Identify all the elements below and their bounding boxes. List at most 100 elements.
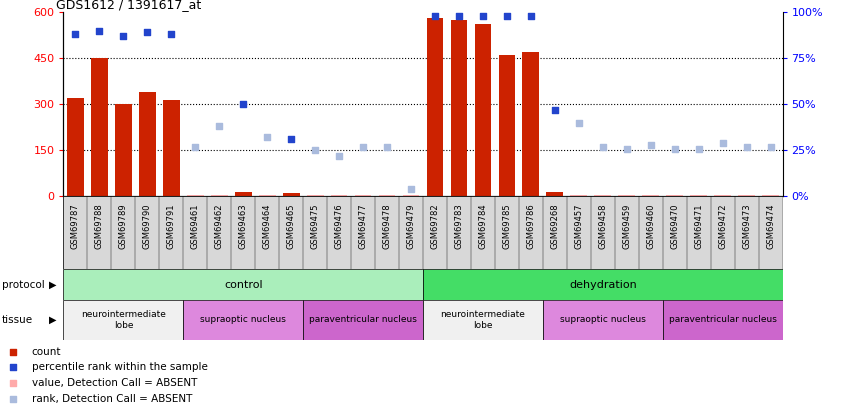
Bar: [379, 195, 395, 196]
Bar: [570, 195, 587, 196]
Text: supraoptic nucleus: supraoptic nucleus: [201, 315, 286, 324]
Point: [6, 364, 19, 371]
Point: [548, 107, 562, 113]
Text: value, Detection Call = ABSENT: value, Detection Call = ABSENT: [31, 378, 197, 388]
Point: [236, 101, 250, 108]
Text: GSM69787: GSM69787: [71, 204, 80, 249]
Point: [692, 145, 706, 152]
Text: supraoptic nucleus: supraoptic nucleus: [560, 315, 645, 324]
Bar: [618, 195, 635, 196]
Bar: [426, 18, 443, 196]
Point: [500, 13, 514, 19]
Bar: [331, 195, 348, 196]
Point: [140, 29, 154, 36]
Bar: [63, 269, 423, 300]
Bar: [714, 195, 731, 196]
Bar: [595, 195, 611, 196]
Point: [596, 143, 609, 150]
Text: neurointermediate
lobe: neurointermediate lobe: [81, 310, 166, 330]
Bar: [67, 98, 84, 196]
Point: [308, 147, 321, 153]
Text: GSM69463: GSM69463: [239, 204, 248, 249]
Text: GSM69465: GSM69465: [287, 204, 295, 249]
Text: ▶: ▶: [49, 315, 57, 325]
Text: GSM69785: GSM69785: [503, 204, 511, 249]
Text: GSM69789: GSM69789: [119, 204, 128, 249]
Bar: [523, 52, 539, 196]
Bar: [235, 192, 251, 196]
Point: [212, 123, 226, 130]
Bar: [211, 195, 228, 196]
Point: [189, 143, 202, 150]
Point: [572, 119, 585, 126]
Text: GSM69471: GSM69471: [695, 204, 703, 249]
Bar: [283, 193, 299, 196]
Bar: [498, 55, 515, 196]
Text: tissue: tissue: [2, 315, 33, 325]
Point: [476, 13, 490, 19]
Bar: [543, 300, 662, 340]
Bar: [307, 195, 323, 196]
Bar: [115, 104, 132, 196]
Text: GSM69479: GSM69479: [407, 204, 415, 249]
Point: [6, 349, 19, 355]
Point: [164, 31, 178, 38]
Text: rank, Detection Call = ABSENT: rank, Detection Call = ABSENT: [31, 394, 192, 403]
Point: [284, 136, 298, 143]
Bar: [259, 195, 276, 196]
Bar: [187, 195, 204, 196]
Point: [428, 13, 442, 19]
Text: GSM69474: GSM69474: [766, 204, 775, 249]
Bar: [63, 300, 184, 340]
Text: GSM69476: GSM69476: [335, 204, 343, 249]
Point: [117, 33, 130, 39]
Bar: [690, 195, 707, 196]
Text: GSM69470: GSM69470: [670, 204, 679, 249]
Text: GSM69478: GSM69478: [382, 204, 392, 249]
Text: GSM69782: GSM69782: [431, 204, 439, 249]
Text: protocol: protocol: [2, 279, 45, 290]
Text: GSM69462: GSM69462: [215, 204, 223, 249]
Bar: [762, 195, 779, 196]
Bar: [184, 300, 303, 340]
Bar: [354, 195, 371, 196]
Bar: [739, 195, 755, 196]
Point: [380, 143, 393, 150]
Bar: [423, 300, 543, 340]
Bar: [163, 100, 179, 196]
Text: ▶: ▶: [49, 279, 57, 290]
Text: GSM69461: GSM69461: [191, 204, 200, 249]
Point: [261, 134, 274, 141]
Text: GSM69784: GSM69784: [479, 204, 487, 249]
Bar: [139, 92, 156, 196]
Text: GSM69477: GSM69477: [359, 204, 367, 249]
Point: [6, 380, 19, 386]
Point: [764, 143, 777, 150]
Text: GSM69459: GSM69459: [623, 204, 631, 249]
Text: paraventricular nucleus: paraventricular nucleus: [668, 315, 777, 324]
Point: [404, 186, 418, 192]
Text: GSM69473: GSM69473: [742, 204, 751, 249]
Bar: [91, 58, 107, 196]
Text: GSM69457: GSM69457: [574, 204, 583, 249]
Point: [620, 145, 634, 152]
Bar: [303, 300, 423, 340]
Point: [667, 145, 681, 152]
Point: [332, 153, 346, 159]
Text: GSM69268: GSM69268: [551, 204, 559, 249]
Bar: [475, 24, 492, 196]
Text: GSM69460: GSM69460: [646, 204, 655, 249]
Point: [644, 142, 657, 148]
Bar: [403, 195, 420, 196]
Text: GDS1612 / 1391617_at: GDS1612 / 1391617_at: [56, 0, 201, 11]
Text: paraventricular nucleus: paraventricular nucleus: [309, 315, 417, 324]
Point: [6, 395, 19, 402]
Text: GSM69786: GSM69786: [526, 204, 536, 249]
Point: [356, 143, 370, 150]
Text: percentile rank within the sample: percentile rank within the sample: [31, 362, 207, 373]
Text: GSM69472: GSM69472: [718, 204, 727, 249]
Text: GSM69790: GSM69790: [143, 204, 151, 249]
Point: [69, 31, 82, 38]
Bar: [662, 300, 783, 340]
Point: [716, 140, 729, 146]
